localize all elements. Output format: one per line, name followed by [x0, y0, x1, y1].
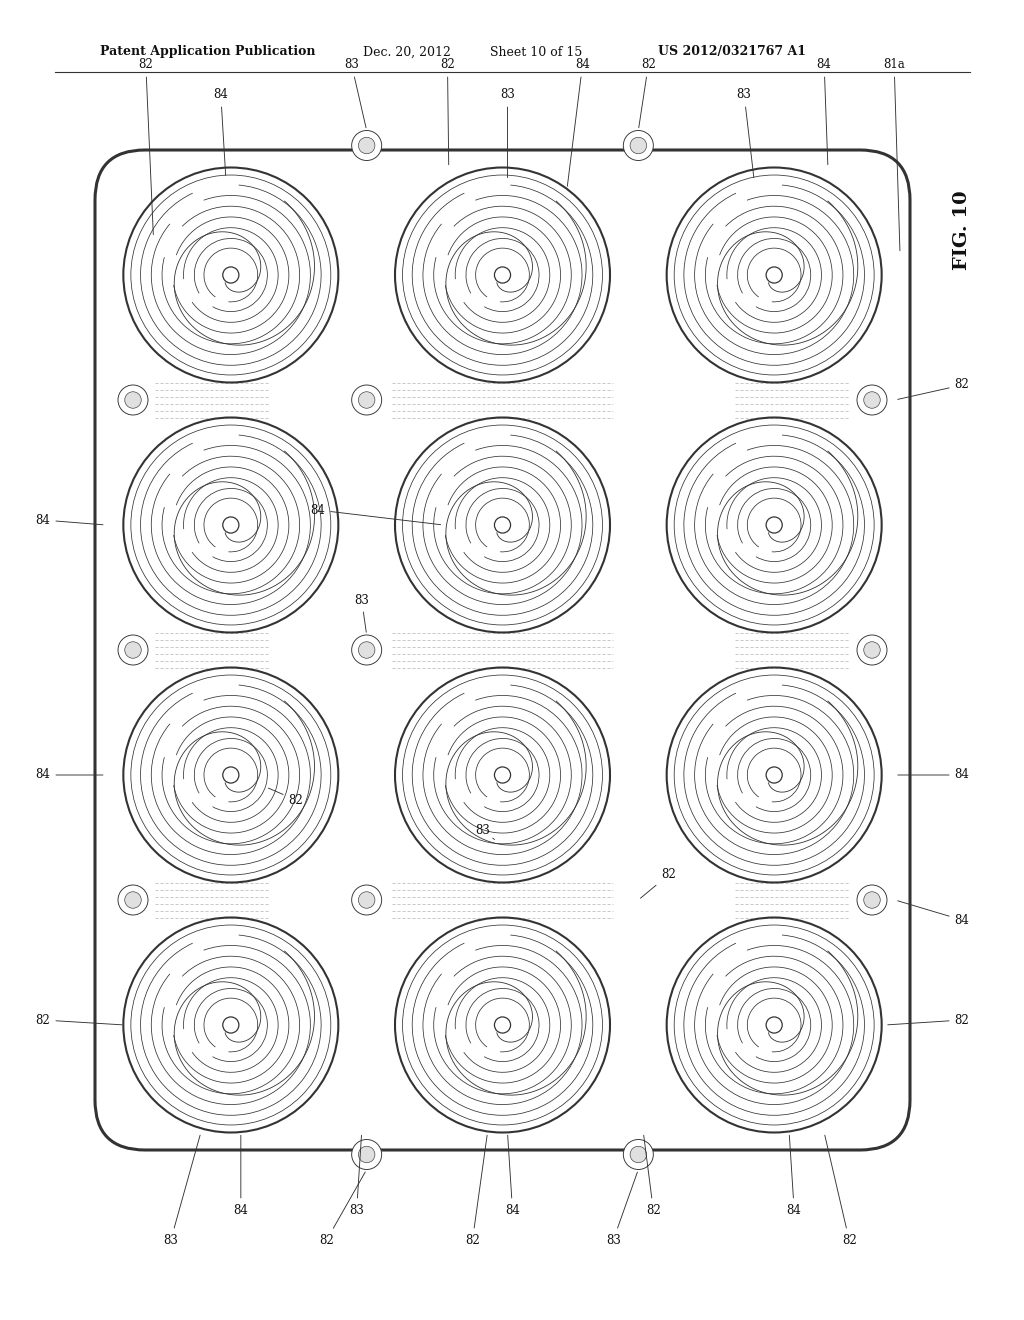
Text: 84: 84	[567, 58, 590, 186]
Circle shape	[351, 1139, 382, 1170]
FancyBboxPatch shape	[95, 150, 910, 1150]
Text: 84: 84	[310, 503, 440, 524]
Circle shape	[495, 767, 511, 783]
Text: Sheet 10 of 15: Sheet 10 of 15	[490, 45, 583, 58]
Text: 83: 83	[349, 1135, 365, 1217]
Text: 81a: 81a	[884, 58, 905, 251]
Circle shape	[624, 131, 653, 161]
Circle shape	[351, 385, 382, 414]
Circle shape	[766, 767, 782, 783]
Text: 84: 84	[898, 768, 970, 781]
Circle shape	[125, 642, 141, 659]
Circle shape	[864, 392, 881, 408]
Circle shape	[495, 267, 511, 282]
Text: US 2012/0321767 A1: US 2012/0321767 A1	[658, 45, 806, 58]
Text: 82: 82	[824, 1135, 856, 1246]
Text: 83: 83	[736, 88, 754, 178]
Circle shape	[223, 267, 239, 282]
Text: 82: 82	[138, 58, 154, 235]
Text: 82: 82	[640, 869, 676, 898]
Circle shape	[857, 635, 887, 665]
Text: 84: 84	[786, 1135, 802, 1217]
Text: 83: 83	[164, 1135, 200, 1246]
Text: 82: 82	[465, 1135, 487, 1246]
Circle shape	[864, 892, 881, 908]
Text: 82: 82	[319, 1172, 366, 1246]
Circle shape	[495, 1016, 511, 1034]
Text: 84: 84	[233, 1135, 248, 1217]
Circle shape	[358, 392, 375, 408]
Text: 84: 84	[36, 768, 103, 781]
Text: 82: 82	[644, 1135, 660, 1217]
Text: 82: 82	[268, 788, 303, 807]
Text: 83: 83	[344, 58, 366, 128]
Circle shape	[358, 892, 375, 908]
Text: 84: 84	[817, 58, 831, 165]
Text: 83: 83	[354, 594, 369, 632]
Text: 84: 84	[505, 1135, 520, 1217]
Circle shape	[624, 1139, 653, 1170]
Circle shape	[630, 1146, 646, 1163]
Text: Patent Application Publication: Patent Application Publication	[100, 45, 315, 58]
Text: 84: 84	[36, 513, 103, 527]
Circle shape	[766, 1016, 782, 1034]
Circle shape	[495, 517, 511, 533]
Text: 82: 82	[36, 1014, 122, 1027]
Text: FIG. 10: FIG. 10	[953, 190, 971, 269]
Text: 82: 82	[440, 58, 455, 165]
Circle shape	[351, 131, 382, 161]
Circle shape	[358, 137, 375, 153]
Circle shape	[223, 1016, 239, 1034]
Text: 82: 82	[898, 379, 970, 400]
Circle shape	[766, 267, 782, 282]
Circle shape	[857, 385, 887, 414]
Circle shape	[358, 642, 375, 659]
Text: 83: 83	[475, 824, 495, 840]
Circle shape	[223, 517, 239, 533]
Circle shape	[630, 137, 646, 153]
Circle shape	[864, 642, 881, 659]
Circle shape	[125, 892, 141, 908]
Circle shape	[857, 884, 887, 915]
Text: 82: 82	[639, 58, 655, 128]
Circle shape	[118, 635, 148, 665]
Circle shape	[223, 767, 239, 783]
Circle shape	[766, 517, 782, 533]
Circle shape	[125, 392, 141, 408]
Circle shape	[118, 385, 148, 414]
Circle shape	[118, 884, 148, 915]
Circle shape	[351, 635, 382, 665]
Circle shape	[351, 884, 382, 915]
Text: 83: 83	[500, 88, 515, 178]
Circle shape	[358, 1146, 375, 1163]
Text: Dec. 20, 2012: Dec. 20, 2012	[362, 45, 451, 58]
Text: 83: 83	[606, 1172, 637, 1246]
Text: 84: 84	[213, 88, 228, 176]
Text: 82: 82	[888, 1014, 970, 1027]
Text: 84: 84	[898, 900, 970, 927]
